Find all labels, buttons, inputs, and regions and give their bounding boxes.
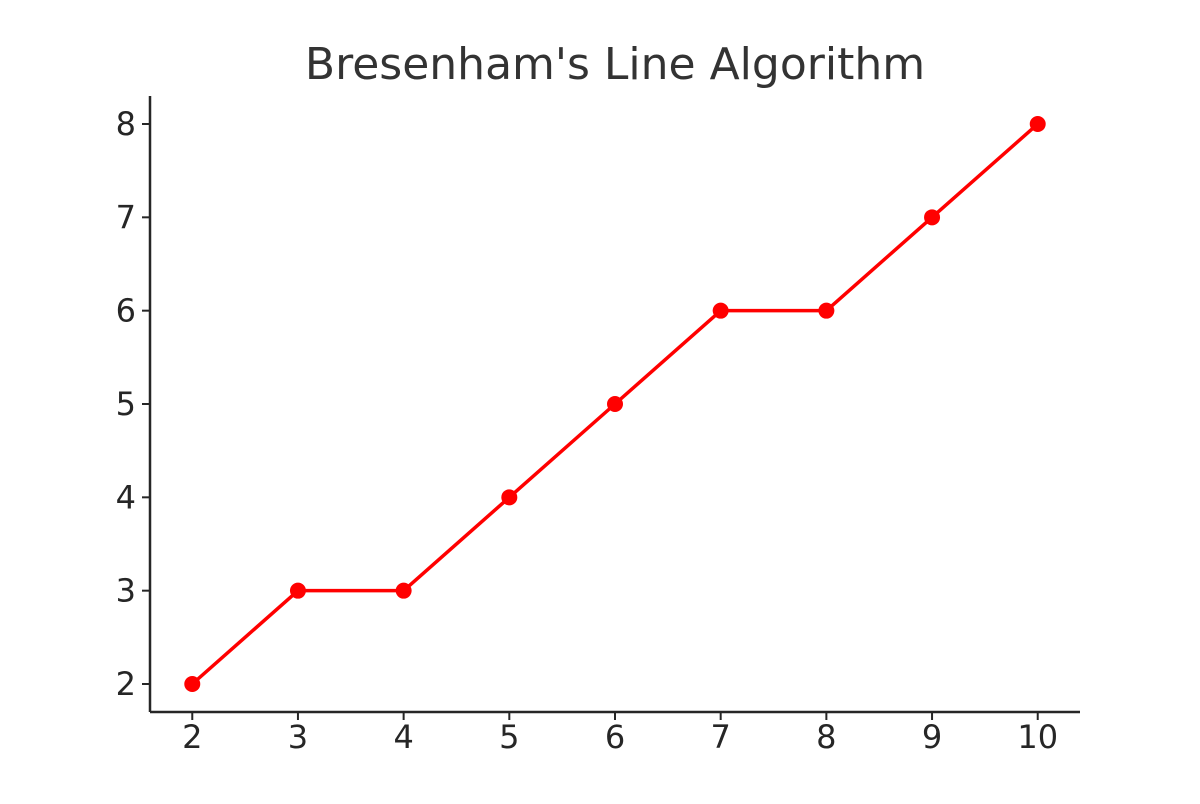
data-point: [184, 676, 201, 692]
data-point: [1029, 116, 1046, 132]
x-tick-label: 4: [393, 718, 413, 756]
x-tick-label: 8: [816, 718, 836, 756]
y-tick-label: 3: [116, 572, 136, 610]
x-tick-label: 10: [1017, 718, 1058, 756]
y-tick-label: 4: [116, 478, 136, 516]
y-tick-label: 6: [116, 292, 136, 330]
chart-title: Bresenham's Line Algorithm: [305, 39, 925, 90]
series-layer: [184, 116, 1046, 692]
axes: 2 3 4 5 6 7 8 9 10 2 3 4 5 6 7 8: [116, 96, 1080, 756]
data-point: [501, 489, 518, 506]
x-tick-label: 6: [605, 718, 625, 756]
y-tick-label: 7: [116, 198, 136, 236]
x-tick-label: 5: [499, 718, 519, 756]
data-point: [395, 582, 412, 599]
y-tick-label: 8: [116, 105, 136, 143]
data-point: [712, 302, 729, 319]
data-point: [607, 396, 623, 412]
x-tick-label: 2: [182, 718, 202, 756]
y-tick-label: 5: [116, 385, 136, 423]
x-tick-label: 7: [711, 718, 731, 756]
data-point: [924, 209, 941, 226]
data-point: [289, 582, 306, 599]
data-point: [818, 302, 835, 319]
x-tick-label: 3: [288, 718, 308, 756]
y-tick-label: 2: [116, 665, 136, 703]
x-tick-label: 9: [922, 718, 942, 756]
